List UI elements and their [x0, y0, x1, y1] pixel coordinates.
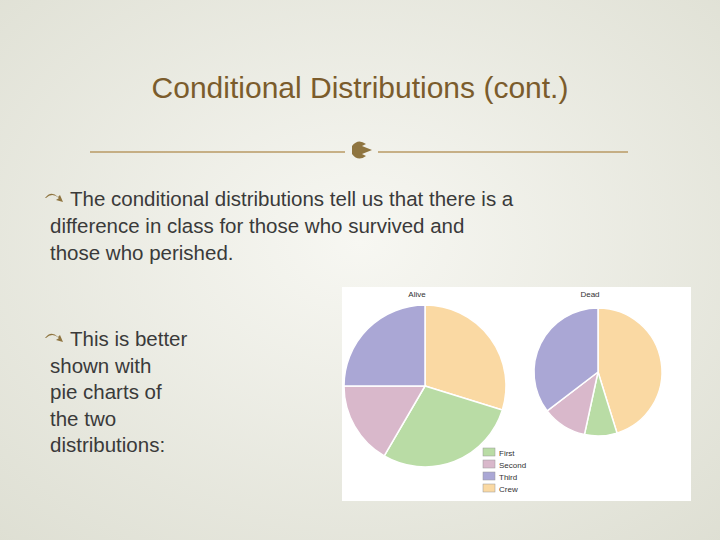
- bullet-text: distributions:: [50, 433, 165, 456]
- bullet-text: the two: [50, 407, 116, 430]
- bullet-text: difference in class for those who surviv…: [50, 214, 464, 237]
- canvas: Conditional Distributions (cont.) The con…: [0, 0, 720, 540]
- pie-chart: Dead: [534, 290, 662, 436]
- pie-title: Alive: [408, 290, 426, 299]
- pie-slice: [534, 308, 598, 411]
- bullet-icon: [45, 334, 63, 342]
- legend-label: First: [499, 449, 515, 458]
- legend-swatch: [483, 460, 495, 468]
- bullet-text: pie charts of: [50, 380, 162, 403]
- legend-label: Second: [499, 461, 526, 470]
- bullet-text: shown with: [50, 354, 151, 377]
- pie-slice: [344, 386, 425, 456]
- legend: First Second Third Crew: [483, 448, 526, 494]
- legend-label: Crew: [499, 485, 518, 494]
- legend-swatch: [483, 448, 495, 456]
- pie-title: Dead: [580, 290, 599, 299]
- divider: [378, 151, 628, 153]
- divider-ornament: [352, 141, 372, 158]
- slide-title: Conditional Distributions (cont.): [152, 71, 569, 104]
- legend-swatch: [483, 484, 495, 492]
- bullet-text: The conditional distributions tell us th…: [70, 187, 514, 210]
- pie-chart: Alive: [344, 290, 506, 467]
- chart-panel: [342, 287, 691, 501]
- bullet-text: This is better: [70, 327, 188, 350]
- slide: Conditional Distributions (cont.) The con…: [0, 0, 720, 540]
- legend-swatch: [483, 472, 495, 480]
- divider: [90, 151, 345, 153]
- legend-label: Third: [499, 473, 517, 482]
- bullet-text: those who perished.: [50, 241, 233, 264]
- bullet-icon: [45, 194, 63, 202]
- pie-slice: [344, 305, 425, 386]
- background: [0, 0, 720, 540]
